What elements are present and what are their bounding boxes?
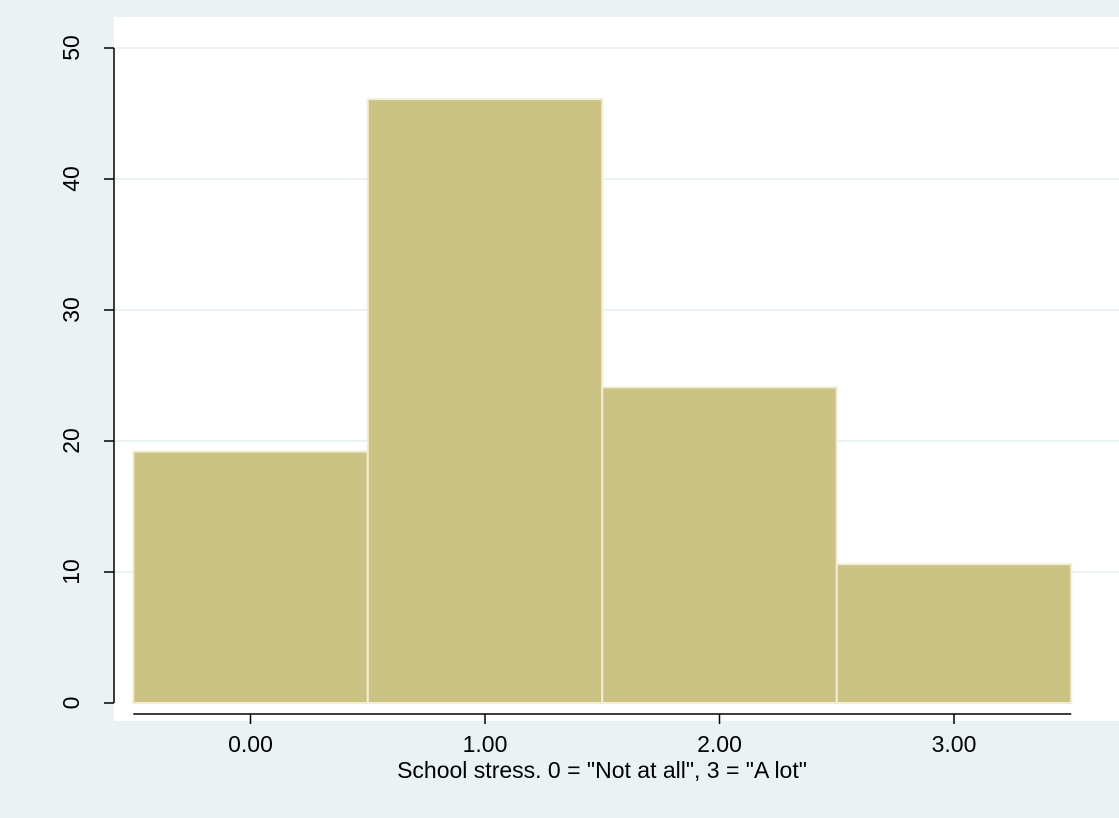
histogram-bar [601,386,838,704]
x-tick-label: 1.00 [463,731,508,757]
y-tick-label: 0 [58,697,84,710]
y-tick-label: 50 [58,35,84,61]
histogram-bar [835,563,1073,705]
x-axis-title: School stress. 0 = "Not at all", 3 = "A … [397,757,807,783]
x-tick-label: 2.00 [697,731,742,757]
y-tick-label: 30 [58,297,84,323]
bars [132,98,1073,705]
y-tick-label: 20 [58,428,84,454]
histogram-bar [132,450,369,705]
x-tick-label: 0.00 [228,731,273,757]
x-tick-label: 3.00 [932,731,977,757]
axes: 0 10 20 30 40 50 0.00 1.00 2.00 3.00 [58,35,1072,757]
histogram-bar [366,98,604,704]
y-tick-label: 10 [58,559,84,585]
y-tick-label: 40 [58,166,84,192]
